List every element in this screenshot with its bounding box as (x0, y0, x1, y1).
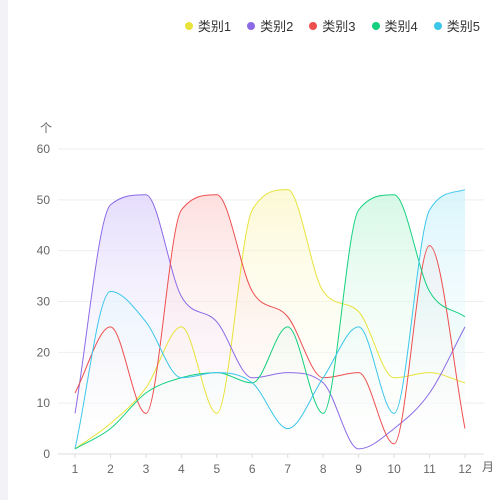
x-tick-label: 4 (178, 462, 185, 476)
series-line-3 (74, 194, 466, 445)
legend: 类别1 类别2 类别3 类别4 类别5 (184, 16, 480, 35)
x-tick-label: 1 (72, 462, 79, 476)
left-edge-strip (0, 0, 8, 500)
x-tick-label: 2 (107, 462, 114, 476)
legend-label: 类别5 (446, 19, 480, 34)
series-line-4 (74, 194, 466, 450)
x-tick-label: 7 (284, 462, 291, 476)
y-tick-label: 50 (37, 193, 51, 207)
legend-item-series-3[interactable]: 类别3 (309, 16, 356, 35)
legend-label: 类别3 (322, 19, 356, 34)
x-tick-label: 6 (249, 462, 256, 476)
y-tick-label: 20 (37, 345, 51, 359)
series-line-2 (74, 194, 466, 450)
series-line-layer (74, 189, 466, 450)
y-tick-label: 60 (37, 142, 51, 156)
legend-item-series-1[interactable]: 类别1 (184, 16, 232, 35)
y-tick-label: 10 (37, 396, 51, 410)
y-tick-label: 40 (37, 244, 51, 258)
x-axis-unit: 月 (482, 460, 494, 474)
y-tick-label: 30 (37, 295, 51, 309)
legend-dot-icon (371, 21, 380, 30)
x-tick-label: 11 (423, 462, 436, 476)
x-tick-label: 5 (213, 462, 220, 476)
series-line-5 (74, 189, 466, 450)
x-tick-label: 9 (355, 462, 362, 476)
legend-dot-icon (247, 21, 256, 30)
legend-dot-icon (184, 21, 193, 30)
series-line-1 (74, 189, 466, 450)
legend-dot-icon (309, 21, 318, 30)
area-fill-layer (75, 189, 465, 454)
legend-item-series-4[interactable]: 类别4 (371, 16, 418, 35)
x-tick-label: 8 (320, 462, 327, 476)
series-area-5 (75, 189, 465, 454)
legend-label: 类别4 (384, 19, 418, 34)
legend-item-series-2[interactable]: 类别2 (247, 16, 293, 35)
x-tick-label: 12 (458, 462, 472, 476)
legend-label: 类别1 (197, 19, 232, 34)
x-tick-label: 3 (143, 462, 150, 476)
legend-item-series-5[interactable]: 类别5 (433, 16, 480, 35)
y-tick-label: 0 (43, 447, 50, 461)
x-tick-label: 10 (387, 462, 401, 476)
y-axis-unit: 个 (40, 121, 52, 135)
legend-label: 类别2 (260, 19, 294, 34)
legend-dot-icon (433, 21, 442, 30)
